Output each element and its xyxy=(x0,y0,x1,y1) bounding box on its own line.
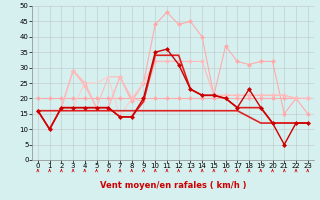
X-axis label: Vent moyen/en rafales ( km/h ): Vent moyen/en rafales ( km/h ) xyxy=(100,181,246,190)
